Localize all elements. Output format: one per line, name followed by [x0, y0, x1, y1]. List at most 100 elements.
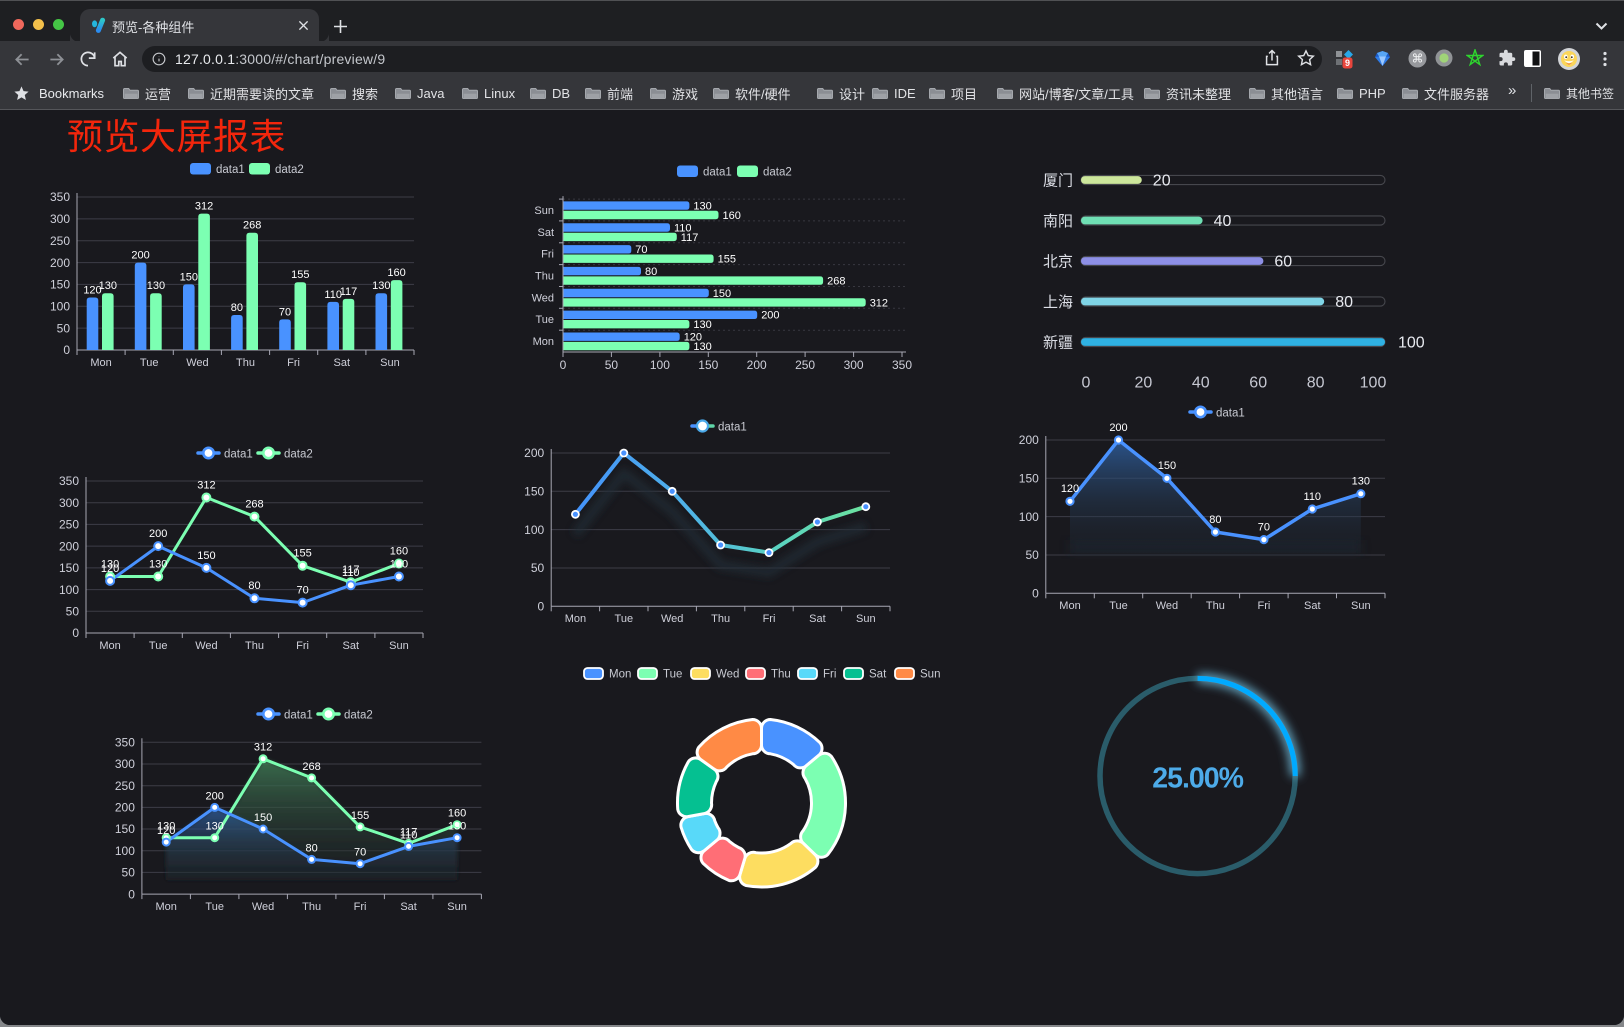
- svg-text:200: 200: [1109, 422, 1127, 434]
- svg-text:Wed: Wed: [716, 669, 739, 681]
- svg-text:data2: data2: [275, 164, 304, 176]
- svg-text:9: 9: [1345, 58, 1350, 68]
- svg-text:40: 40: [1214, 213, 1232, 230]
- svg-text:312: 312: [197, 479, 215, 491]
- svg-text:120: 120: [684, 332, 702, 344]
- svg-text:80: 80: [305, 842, 317, 854]
- svg-text:厦门: 厦门: [1043, 172, 1073, 189]
- svg-text:Thu: Thu: [236, 357, 255, 369]
- svg-text:0: 0: [560, 358, 567, 372]
- svg-text:Tue: Tue: [205, 901, 224, 913]
- svg-text:南阳: 南阳: [1043, 213, 1073, 230]
- svg-text:150: 150: [1019, 472, 1039, 486]
- svg-text:50: 50: [531, 561, 545, 575]
- svg-text:100: 100: [1019, 510, 1039, 524]
- svg-text:300: 300: [59, 496, 79, 510]
- svg-text:70: 70: [279, 306, 291, 318]
- svg-text:130: 130: [390, 558, 408, 570]
- svg-text:20: 20: [1135, 375, 1153, 392]
- svg-text:155: 155: [291, 269, 309, 281]
- svg-text:0: 0: [1032, 587, 1039, 601]
- svg-text:80: 80: [1209, 514, 1221, 526]
- svg-text:200: 200: [206, 790, 224, 802]
- svg-text:Fri: Fri: [763, 613, 776, 625]
- svg-text:Sat: Sat: [400, 901, 417, 913]
- svg-text:70: 70: [635, 244, 647, 256]
- svg-text:50: 50: [66, 605, 80, 619]
- svg-text:data2: data2: [284, 449, 313, 461]
- svg-text:120: 120: [157, 825, 175, 837]
- svg-text:Tue: Tue: [535, 314, 554, 326]
- svg-text:100: 100: [1360, 375, 1387, 392]
- svg-text:70: 70: [354, 847, 366, 859]
- svg-text:Sat: Sat: [343, 640, 360, 652]
- svg-text:Wed: Wed: [532, 292, 554, 304]
- svg-text:200: 200: [149, 528, 167, 540]
- svg-text:20: 20: [1153, 173, 1171, 190]
- svg-text:160: 160: [387, 267, 405, 279]
- svg-text:150: 150: [1158, 460, 1176, 472]
- svg-text:上海: 上海: [1043, 294, 1073, 311]
- svg-text:268: 268: [827, 275, 845, 287]
- svg-text:80: 80: [1307, 375, 1325, 392]
- svg-text:312: 312: [870, 297, 888, 309]
- svg-text:150: 150: [197, 550, 215, 562]
- svg-text:data1: data1: [284, 710, 313, 722]
- svg-text:120: 120: [83, 284, 101, 296]
- svg-text:Sat: Sat: [1304, 600, 1321, 612]
- svg-text:268: 268: [243, 220, 261, 232]
- svg-text:268: 268: [302, 761, 320, 773]
- svg-text:Tue: Tue: [140, 357, 159, 369]
- svg-text:Thu: Thu: [302, 901, 321, 913]
- svg-text:200: 200: [761, 310, 779, 322]
- svg-text:Mon: Mon: [565, 613, 586, 625]
- svg-text:25.00%: 25.00%: [1152, 762, 1243, 794]
- svg-text:Sat: Sat: [869, 669, 887, 681]
- svg-text:110: 110: [400, 829, 418, 841]
- svg-text:data1: data1: [224, 449, 253, 461]
- svg-text:Sun: Sun: [389, 640, 409, 652]
- svg-text:0: 0: [538, 600, 545, 614]
- svg-text:data1: data1: [703, 167, 732, 179]
- svg-text:0: 0: [1082, 375, 1091, 392]
- svg-text:Sun: Sun: [447, 901, 467, 913]
- svg-text:268: 268: [245, 498, 263, 510]
- svg-text:130: 130: [693, 319, 711, 331]
- svg-text:Sun: Sun: [856, 613, 876, 625]
- svg-text:130: 130: [147, 280, 165, 292]
- svg-text:130: 130: [372, 280, 390, 292]
- svg-text:155: 155: [293, 548, 311, 560]
- svg-text:120: 120: [101, 563, 119, 575]
- svg-text:312: 312: [254, 742, 272, 754]
- svg-text:Thu: Thu: [711, 613, 730, 625]
- svg-text:Tue: Tue: [615, 613, 634, 625]
- svg-text:Sat: Sat: [809, 613, 826, 625]
- svg-text:150: 150: [50, 278, 70, 292]
- svg-text:0: 0: [72, 626, 79, 640]
- svg-text:200: 200: [524, 446, 544, 460]
- svg-text:250: 250: [115, 779, 135, 793]
- svg-text:110: 110: [342, 567, 360, 579]
- svg-text:80: 80: [231, 302, 243, 314]
- svg-text:80: 80: [645, 266, 657, 278]
- svg-text:Mon: Mon: [533, 336, 554, 348]
- svg-text:⌘: ⌘: [1412, 52, 1424, 66]
- svg-text:300: 300: [115, 757, 135, 771]
- svg-text:Sun: Sun: [920, 669, 940, 681]
- svg-text:110: 110: [1304, 491, 1322, 503]
- svg-text:Thu: Thu: [1206, 600, 1225, 612]
- svg-text:110: 110: [674, 222, 692, 234]
- svg-text:data2: data2: [344, 710, 373, 722]
- svg-text:150: 150: [524, 485, 544, 499]
- svg-text:150: 150: [59, 561, 79, 575]
- svg-text:80: 80: [1335, 294, 1353, 311]
- svg-text:250: 250: [795, 358, 815, 372]
- svg-text:117: 117: [342, 564, 360, 576]
- svg-text:200: 200: [59, 539, 79, 553]
- svg-text:40: 40: [1192, 375, 1210, 392]
- svg-text:Tue: Tue: [1109, 600, 1128, 612]
- svg-text:300: 300: [50, 212, 70, 226]
- svg-text:250: 250: [59, 518, 79, 532]
- svg-text:Tue: Tue: [149, 640, 168, 652]
- svg-text:350: 350: [892, 358, 912, 372]
